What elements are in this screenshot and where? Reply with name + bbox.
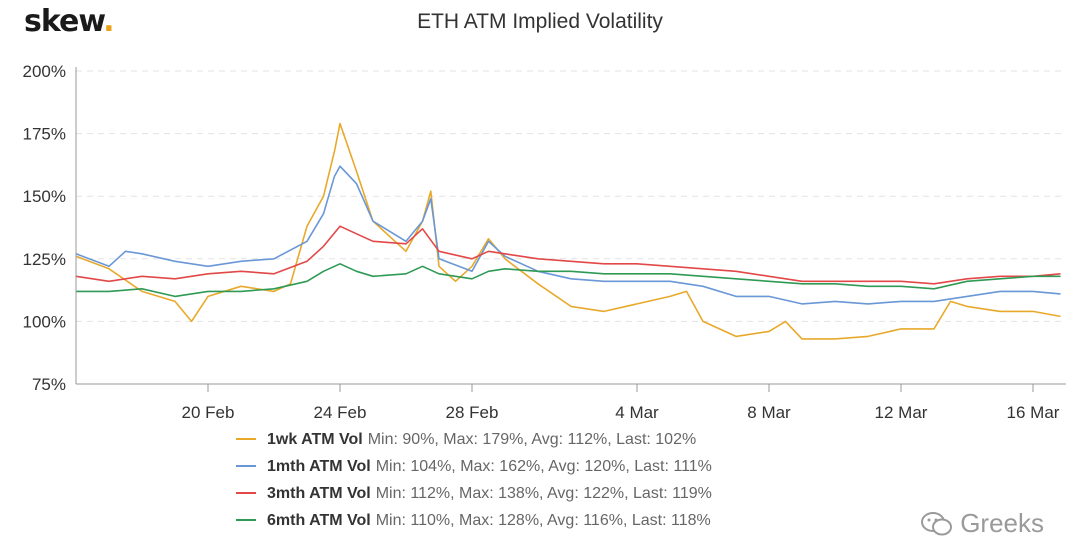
legend-series-stats: Min: 104%, Max: 162%, Avg: 120%, Last: 1… <box>376 458 712 475</box>
x-tick-label: 20 Feb <box>182 403 235 422</box>
y-axis-ticks: 75% 100% 125% 150% 175% 200% <box>23 62 66 394</box>
legend-series-name: 6mth ATM Vol <box>267 512 371 529</box>
legend-label: 6mth ATM Vol Min: 110%, Max: 128%, Avg: 1… <box>267 512 711 529</box>
logo-dot: . <box>103 4 114 39</box>
legend-series-name: 1mth ATM Vol <box>267 458 371 475</box>
wechat-icon <box>921 511 953 535</box>
legend-series-name: 3mth ATM Vol <box>267 485 371 502</box>
skew-logo: skew. <box>24 4 115 39</box>
legend-item[interactable]: 6mth ATM Vol Min: 110%, Max: 128%, Avg: 1… <box>236 512 711 529</box>
legend-series-name: 1wk ATM Vol <box>267 431 363 448</box>
y-tick-label: 150% <box>23 187 66 206</box>
logo-text: skew <box>24 4 104 39</box>
watermark: Greeks <box>920 508 1044 539</box>
series-line-4 <box>76 263 1061 298</box>
series-line-1 <box>75 122 1061 340</box>
legend-item[interactable]: 1mth ATM Vol Min: 104%, Max: 162%, Avg: 1… <box>236 458 712 475</box>
y-tick-label: 100% <box>23 312 66 331</box>
y-tick-label: 75% <box>32 375 66 394</box>
y-tick-label: 175% <box>23 125 66 144</box>
x-tick-label: 8 Mar <box>747 403 791 422</box>
x-tick-label: 12 Mar <box>875 403 928 422</box>
x-tick-label: 16 Mar <box>1007 403 1060 422</box>
legend[interactable]: 1wk ATM Vol Min: 90%, Max: 179%, Avg: 112… <box>236 431 712 529</box>
x-axis-ticks: 20 Feb 24 Feb 28 Feb 4 Mar 8 Mar 12 Mar 16 Mar <box>182 384 1060 422</box>
axes <box>75 67 1066 385</box>
grid-lines <box>76 70 1066 322</box>
legend-item[interactable]: 1wk ATM Vol Min: 90%, Max: 179%, Avg: 112… <box>236 431 696 448</box>
legend-label: 1mth ATM Vol Min: 104%, Max: 162%, Avg: 1… <box>267 458 712 475</box>
y-tick-label: 125% <box>23 250 66 269</box>
legend-series-stats: Min: 112%, Max: 138%, Avg: 122%, Last: 1… <box>376 485 712 502</box>
legend-series-stats: Min: 110%, Max: 128%, Avg: 116%, Last: 1… <box>376 512 711 529</box>
x-tick-label: 24 Feb <box>314 403 367 422</box>
chart-title: ETH ATM Implied Volatility <box>417 10 663 33</box>
x-tick-label: 4 Mar <box>615 403 659 422</box>
legend-label: 3mth ATM Vol Min: 112%, Max: 138%, Avg: 1… <box>267 485 712 502</box>
legend-label: 1wk ATM Vol Min: 90%, Max: 179%, Avg: 112… <box>267 431 696 448</box>
x-tick-label: 28 Feb <box>446 403 499 422</box>
watermark-text: Greeks <box>960 508 1044 538</box>
legend-series-stats: Min: 90%, Max: 179%, Avg: 112%, Last: 10… <box>368 431 696 448</box>
series-lines <box>75 122 1061 340</box>
legend-item[interactable]: 3mth ATM Vol Min: 112%, Max: 138%, Avg: 1… <box>236 485 712 502</box>
series-line-2 <box>75 165 1061 305</box>
series-line-3 <box>75 225 1061 285</box>
y-tick-label: 200% <box>23 62 66 81</box>
